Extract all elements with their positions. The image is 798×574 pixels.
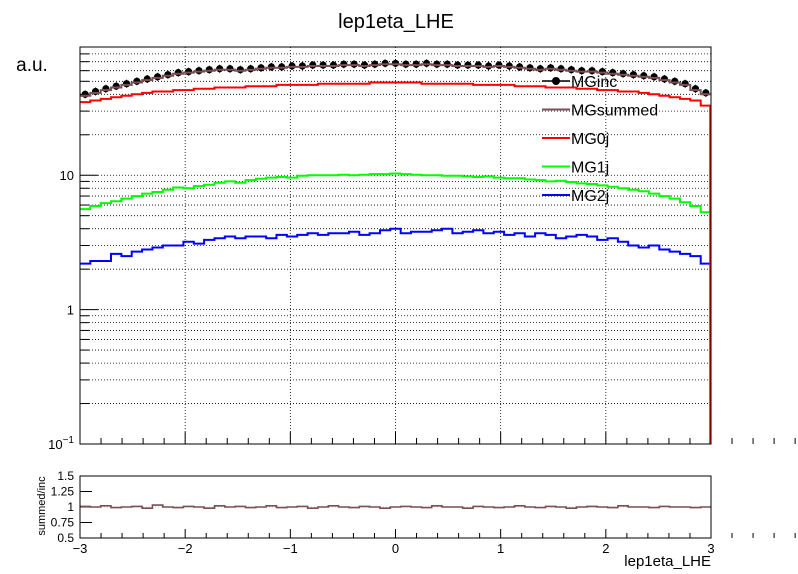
mginc-point xyxy=(153,73,162,81)
legend-entry-mgsummed: MGsummed xyxy=(542,103,658,120)
mginc-point xyxy=(205,66,213,74)
ratio-y-tick-label: 0.5 xyxy=(57,531,74,545)
x-tick-label: 2 xyxy=(602,541,609,556)
ratio-y-axis-label: summed/inc xyxy=(36,476,48,536)
ratio-series-layer xyxy=(80,504,711,509)
series-mgsummed xyxy=(80,63,711,97)
mginc-point xyxy=(236,66,244,74)
x-axis-label: lep1eta_LHE xyxy=(624,553,711,570)
legend-label: MG2j xyxy=(571,188,609,205)
mginc-point xyxy=(671,77,679,85)
main-y-tick-labels: 10−1 1 10 xyxy=(48,168,74,452)
legend-label: MG0j xyxy=(571,131,609,148)
legend: MGinc MGsummed MG0j MG1j MG2j xyxy=(542,74,658,205)
mginc-point xyxy=(650,73,658,81)
y-tick-label: 10−1 xyxy=(48,435,74,452)
mginc-point xyxy=(567,66,575,74)
ratio-y-tick-label: 1.25 xyxy=(51,485,75,499)
legend-entry-mg2j: MG2j xyxy=(542,188,609,205)
mginc-point xyxy=(681,80,689,88)
mginc-point xyxy=(702,89,710,97)
ratio-series-line xyxy=(80,504,711,509)
mginc-point xyxy=(629,71,638,79)
mginc-point xyxy=(143,75,151,83)
legend-entry-mg1j: MG1j xyxy=(542,160,609,177)
x-tick-label: −1 xyxy=(283,541,298,556)
mginc-point xyxy=(691,85,700,93)
x-tick-label: 3 xyxy=(707,541,714,556)
mginc-point xyxy=(133,77,141,85)
main-series-layer xyxy=(80,59,711,444)
mginc-point xyxy=(640,72,648,80)
x-tick-label: −2 xyxy=(178,541,193,556)
legend-swatch-marker xyxy=(552,77,560,85)
mginc-point xyxy=(102,85,110,93)
ratio-plot-frame xyxy=(79,475,712,539)
mginc-point xyxy=(122,80,131,88)
mginc-point xyxy=(81,90,89,98)
y-axis-label: a.u. xyxy=(16,55,48,76)
x-tick-labels: −3 −2 −1 0 1 2 3 xyxy=(73,541,715,556)
series-mg1j xyxy=(80,172,711,214)
ratio-y-tick-labels: 0.50.75 11.25 1.5 xyxy=(51,469,75,545)
main-plot-frame xyxy=(79,46,712,445)
mginc-point xyxy=(91,87,100,96)
mginc-point xyxy=(174,69,182,77)
legend-label: MGinc xyxy=(571,74,617,91)
ratio-y-tick-label: 1.5 xyxy=(57,469,74,483)
ratio-y-tick-label: 0.75 xyxy=(51,516,75,530)
mginc-point xyxy=(164,71,172,79)
y-tick-label: 1 xyxy=(67,303,74,318)
x-tick-label: 1 xyxy=(497,541,504,556)
legend-entry-mg0j: MG0j xyxy=(542,131,609,148)
ratio-y-tick-label: 1 xyxy=(67,500,74,514)
legend-label: MGsummed xyxy=(571,103,658,120)
chart-title: lep1eta_LHE xyxy=(338,11,454,33)
x-tick-label: −3 xyxy=(73,541,88,556)
legend-label: MG1j xyxy=(571,160,609,177)
series-mg0j xyxy=(80,81,711,107)
series-mg2j xyxy=(80,227,711,265)
mginc-point xyxy=(619,70,627,78)
main-gridlines xyxy=(80,47,711,444)
mginc-point xyxy=(112,82,120,90)
x-tick-label: 0 xyxy=(392,541,399,556)
mginc-point xyxy=(660,75,669,83)
y-tick-label: 10 xyxy=(60,168,74,183)
legend-entry-mginc: MGinc xyxy=(542,74,617,91)
